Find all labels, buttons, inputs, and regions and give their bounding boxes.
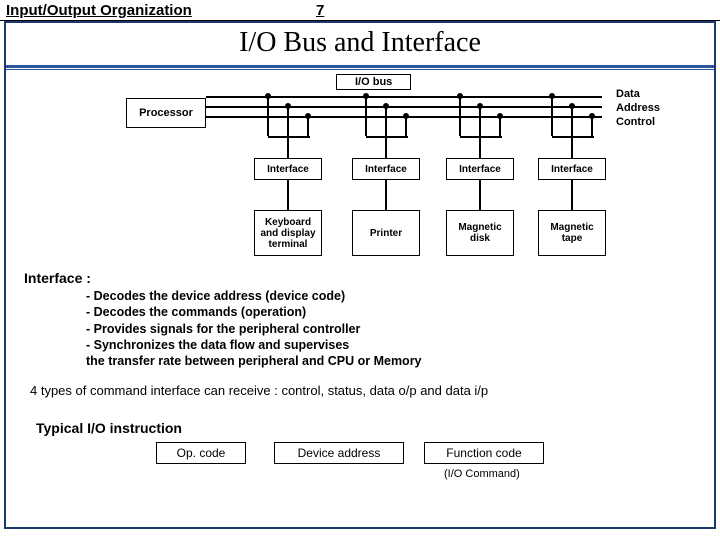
interface-node: Interface bbox=[254, 158, 322, 180]
main-frame: I/O Bus and Interface I/O bus Processor … bbox=[4, 21, 716, 529]
interface-node: Interface bbox=[352, 158, 420, 180]
device-node: Printer bbox=[352, 210, 420, 256]
interface-connector bbox=[571, 136, 573, 158]
interface-connector bbox=[479, 136, 481, 158]
bullet: - Provides signals for the peripheral co… bbox=[86, 321, 714, 337]
bus-drop-line bbox=[267, 96, 269, 136]
bus-drop-line bbox=[551, 96, 553, 136]
commands-sentence: 4 types of command interface can receive… bbox=[6, 369, 714, 398]
io-bus-diagram: I/O bus Processor Data Address Control I… bbox=[6, 70, 714, 270]
interface-connector bbox=[287, 136, 289, 158]
device-connector bbox=[479, 180, 481, 210]
bus-drop-line bbox=[365, 96, 367, 136]
page-number: 7 bbox=[316, 2, 324, 19]
interface-connector bbox=[385, 136, 387, 158]
bus-drop-line bbox=[385, 106, 387, 136]
page-title: I/O Bus and Interface bbox=[6, 23, 714, 68]
legend-control: Control bbox=[616, 116, 660, 130]
tap-line bbox=[268, 136, 310, 138]
tap-line bbox=[552, 136, 594, 138]
device-connector bbox=[385, 180, 387, 210]
bus-drop-line bbox=[287, 106, 289, 136]
device-node: Magnetic disk bbox=[446, 210, 514, 256]
bullet: - Decodes the commands (operation) bbox=[86, 304, 714, 320]
interface-node: Interface bbox=[538, 158, 606, 180]
bus-drop-line bbox=[499, 116, 501, 136]
interface-heading: Interface : bbox=[6, 270, 714, 288]
header-title: Input/Output Organization bbox=[6, 2, 316, 19]
device-node: Keyboard and display terminal bbox=[254, 210, 322, 256]
tap-line bbox=[366, 136, 408, 138]
device-connector bbox=[287, 180, 289, 210]
header-bar: Input/Output Organization 7 bbox=[0, 0, 720, 21]
interface-bullets: - Decodes the device address (device cod… bbox=[6, 288, 714, 369]
instruction-heading: Typical I/O instruction bbox=[6, 398, 714, 442]
bus-drop-line bbox=[479, 106, 481, 136]
bullet: - Decodes the device address (device cod… bbox=[86, 288, 714, 304]
instruction-subtitle: (I/O Command) bbox=[444, 468, 520, 480]
bus-drop-line bbox=[571, 106, 573, 136]
bus-drop-line bbox=[591, 116, 593, 136]
interface-node: Interface bbox=[446, 158, 514, 180]
processor-node: Processor bbox=[126, 98, 206, 128]
instruction-field: Op. code bbox=[156, 442, 246, 464]
legend-address: Address bbox=[616, 102, 660, 116]
bullet: the transfer rate between peripheral and… bbox=[86, 353, 714, 369]
bus-drop-line bbox=[405, 116, 407, 136]
device-connector bbox=[571, 180, 573, 210]
bus-drop-line bbox=[459, 96, 461, 136]
bus-label: I/O bus bbox=[336, 74, 411, 90]
instruction-field: Device address bbox=[274, 442, 404, 464]
legend-data: Data bbox=[616, 88, 660, 102]
bus-legend: Data Address Control bbox=[616, 88, 660, 129]
instruction-field: Function code bbox=[424, 442, 544, 464]
instruction-row: Op. code Device address Function code (I/O … bbox=[6, 442, 714, 492]
bullet: - Synchronizes the data flow and supervi… bbox=[86, 337, 714, 353]
device-node: Magnetic tape bbox=[538, 210, 606, 256]
bus-drop-line bbox=[307, 116, 309, 136]
tap-line bbox=[460, 136, 502, 138]
bus-line bbox=[206, 106, 602, 108]
